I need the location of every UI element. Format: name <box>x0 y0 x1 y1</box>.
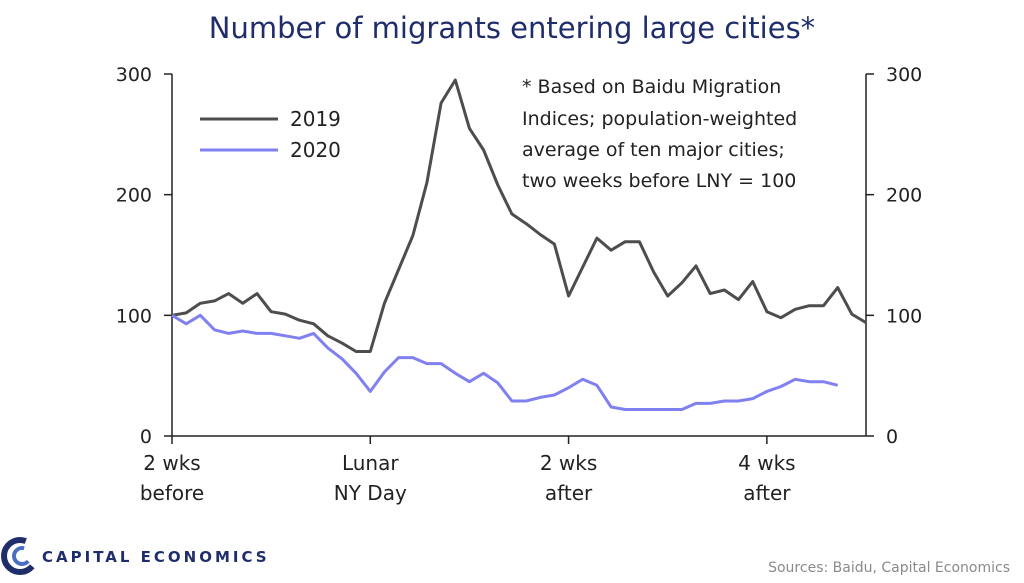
brand-name: CAPITAL ECONOMICS <box>42 548 270 566</box>
x-tick-labels: 2 wks before Lunar NY Day 2 wks after 4 wks aft… <box>140 451 796 505</box>
y-tick-label-right: 0 <box>886 426 898 448</box>
x-tick-label: before <box>140 481 204 505</box>
note-line-1: * Based on Baidu Migration <box>522 76 781 98</box>
capital-economics-logo-icon <box>1 537 39 575</box>
source-note: Sources: Baidu, Capital Economics <box>768 560 1010 576</box>
x-tick-label: after <box>743 481 791 505</box>
x-tick-label: 2 wks <box>540 451 597 475</box>
x-tick-label: NY Day <box>334 481 407 505</box>
series-line-2019 <box>171 78 867 353</box>
note-line-4: two weeks before LNY = 100 <box>522 170 796 192</box>
chart-note: * Based on Baidu Migration Indices; popu… <box>522 76 797 192</box>
y-tick-label-right: 200 <box>886 185 922 207</box>
x-tick-label: 2 wks <box>143 451 200 475</box>
note-line-3: average of ten major cities; <box>522 139 785 161</box>
brand-logo: CAPITAL ECONOMICS <box>1 537 270 575</box>
y-tick-label-left: 0 <box>140 426 152 448</box>
axes <box>164 73 874 444</box>
legend-label-2019: 2019 <box>290 107 341 131</box>
chart-title: Number of migrants entering large cities… <box>209 11 815 45</box>
legend: 2019 2020 <box>200 107 341 162</box>
y-tick-label-left: 100 <box>116 305 152 327</box>
y-tick-label-left: 300 <box>116 64 152 86</box>
legend-label-2020: 2020 <box>290 138 341 162</box>
y-tick-label-right: 300 <box>886 64 922 86</box>
x-tick-label: 4 wks <box>738 451 795 475</box>
series-lines <box>171 78 867 411</box>
note-line-2: Indices; population-weighted <box>522 108 797 130</box>
x-tick-label: after <box>545 481 593 505</box>
series-line-2020 <box>171 313 839 411</box>
tick-labels: 0 0 100 100 200 200 300 300 <box>116 64 923 448</box>
y-tick-label-right: 100 <box>886 305 922 327</box>
y-tick-label-left: 200 <box>116 185 152 207</box>
x-tick-label: Lunar <box>342 451 399 475</box>
